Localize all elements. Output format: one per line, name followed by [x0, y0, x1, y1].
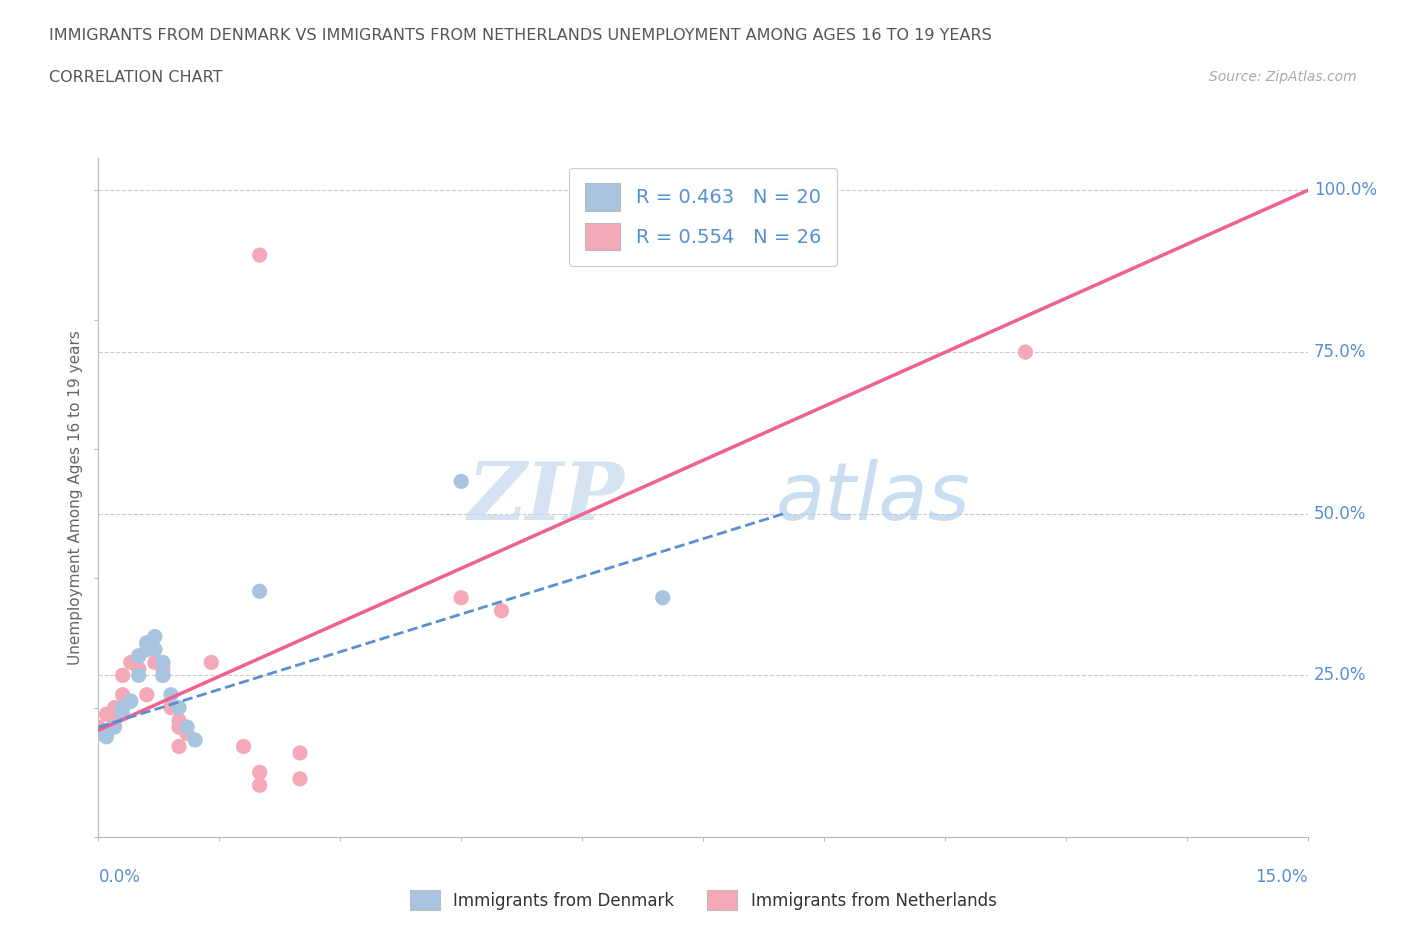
Point	[96, 707, 118, 722]
Point	[135, 642, 157, 657]
Point	[176, 726, 198, 741]
Point	[120, 655, 142, 670]
Point	[96, 726, 118, 741]
Legend: Immigrants from Denmark, Immigrants from Netherlands: Immigrants from Denmark, Immigrants from…	[404, 884, 1002, 917]
Point	[152, 668, 174, 683]
Text: 100.0%: 100.0%	[1313, 181, 1376, 199]
Point	[232, 739, 254, 754]
Text: IMMIGRANTS FROM DENMARK VS IMMIGRANTS FROM NETHERLANDS UNEMPLOYMENT AMONG AGES 1: IMMIGRANTS FROM DENMARK VS IMMIGRANTS FR…	[49, 28, 993, 43]
Text: ZIP: ZIP	[468, 458, 624, 537]
Point	[111, 707, 134, 722]
Point	[111, 668, 134, 683]
Point	[491, 604, 513, 618]
Text: 15.0%: 15.0%	[1256, 868, 1308, 885]
Text: 25.0%: 25.0%	[1313, 667, 1367, 684]
Point	[135, 635, 157, 650]
Text: 0.0%: 0.0%	[98, 868, 141, 885]
Point	[1014, 345, 1036, 360]
Point	[120, 694, 142, 709]
Point	[160, 687, 183, 702]
Point	[120, 694, 142, 709]
Point	[651, 591, 673, 605]
Point	[128, 648, 150, 663]
Point	[143, 642, 166, 657]
Point	[103, 700, 125, 715]
Legend: R = 0.463   N = 20, R = 0.554   N = 26: R = 0.463 N = 20, R = 0.554 N = 26	[569, 167, 837, 266]
Point	[288, 771, 311, 786]
Text: 75.0%: 75.0%	[1313, 343, 1367, 361]
Point	[288, 746, 311, 761]
Text: Source: ZipAtlas.com: Source: ZipAtlas.com	[1209, 70, 1357, 84]
Point	[128, 668, 150, 683]
Point	[450, 591, 472, 605]
Point	[200, 655, 222, 670]
Point	[160, 700, 183, 715]
Point	[184, 733, 207, 748]
Point	[152, 668, 174, 683]
Text: 50.0%: 50.0%	[1313, 505, 1367, 523]
Point	[111, 700, 134, 715]
Point	[96, 729, 118, 744]
Point	[249, 764, 271, 779]
Point	[111, 687, 134, 702]
Point	[152, 655, 174, 670]
Point	[103, 713, 125, 728]
Point	[167, 739, 190, 754]
Y-axis label: Unemployment Among Ages 16 to 19 years: Unemployment Among Ages 16 to 19 years	[67, 330, 83, 665]
Point	[167, 700, 190, 715]
Point	[152, 661, 174, 676]
Point	[135, 687, 157, 702]
Point	[249, 584, 271, 599]
Point	[87, 726, 110, 741]
Point	[128, 661, 150, 676]
Point	[135, 635, 157, 650]
Point	[450, 474, 472, 489]
Point	[143, 655, 166, 670]
Point	[249, 777, 271, 792]
Point	[143, 642, 166, 657]
Point	[167, 720, 190, 735]
Text: atlas: atlas	[776, 458, 970, 537]
Text: CORRELATION CHART: CORRELATION CHART	[49, 70, 222, 85]
Point	[103, 720, 125, 735]
Point	[167, 713, 190, 728]
Point	[249, 247, 271, 262]
Point	[128, 648, 150, 663]
Point	[87, 720, 110, 735]
Point	[143, 629, 166, 644]
Point	[176, 720, 198, 735]
